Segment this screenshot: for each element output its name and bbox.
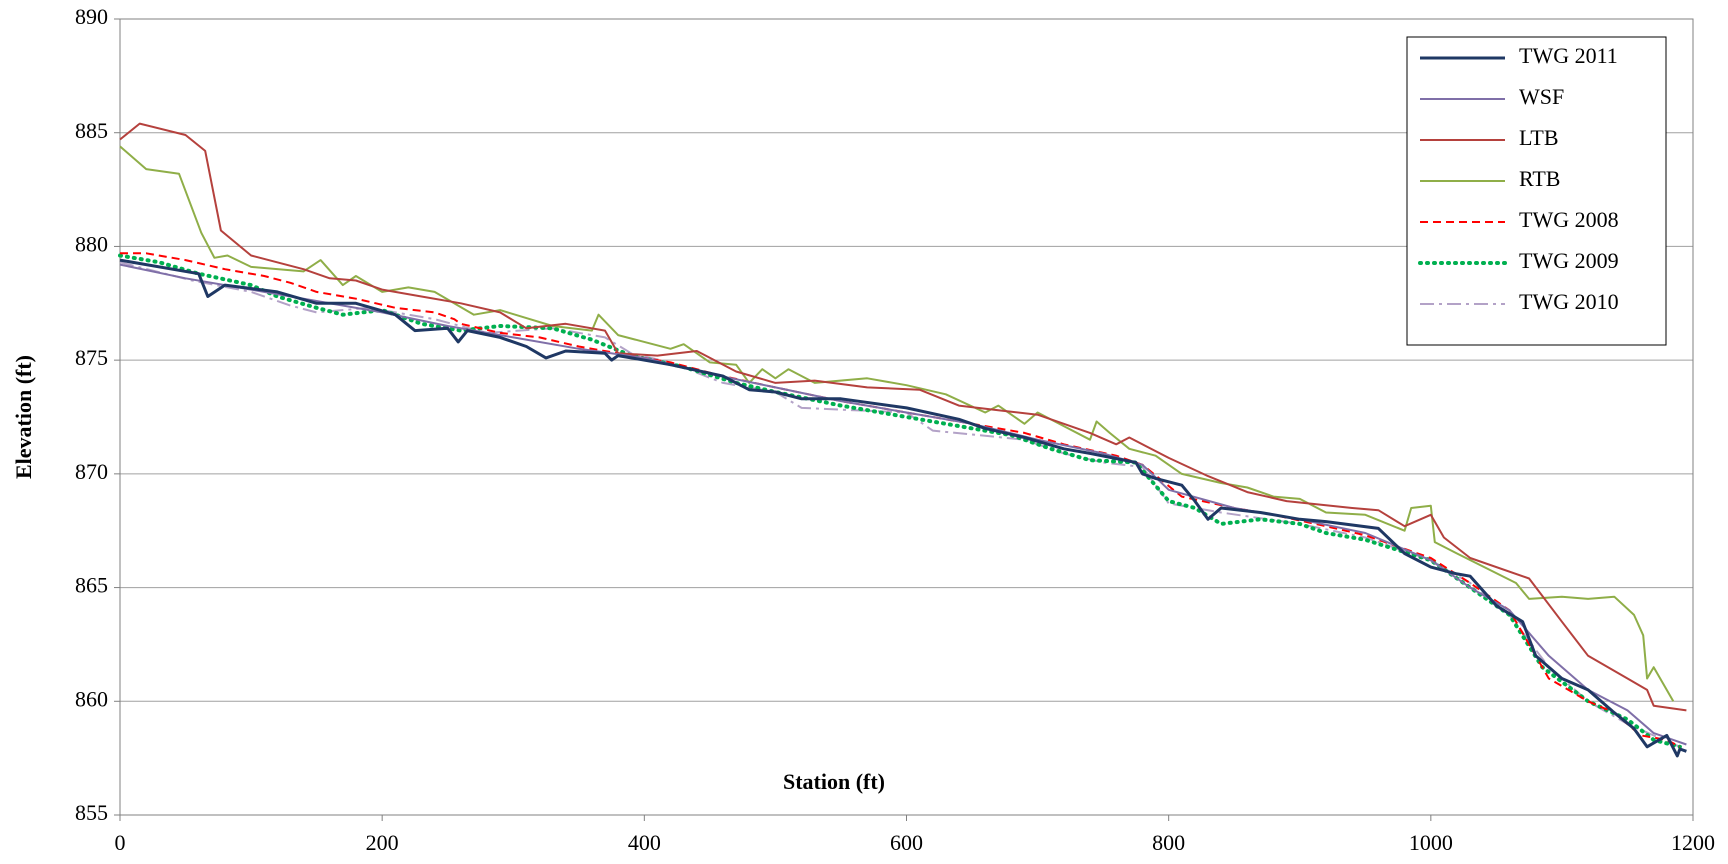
x-axis-title: Station (ft)	[783, 769, 885, 794]
y-axis-title: Elevation (ft)	[11, 355, 36, 479]
y-tick-label: 875	[75, 345, 108, 370]
legend-label: TWG 2008	[1519, 207, 1619, 232]
x-tick-label: 600	[890, 830, 923, 855]
x-tick-label: 1000	[1409, 830, 1453, 855]
series-line	[119, 263, 1687, 746]
legend: TWG 2011 WSF LTB RTB TWG 2008 TWG 2009 TWG 201…	[1406, 36, 1667, 346]
y-tick-label: 890	[75, 4, 108, 29]
x-tick-label: 400	[628, 830, 661, 855]
x-tick-label: 800	[1152, 830, 1185, 855]
series-line	[119, 145, 1675, 702]
y-tick-label: 870	[75, 459, 108, 484]
x-tick-label: 200	[366, 830, 399, 855]
y-tick-label: 880	[75, 231, 108, 256]
x-tick-label: 0	[115, 830, 126, 855]
legend-label: RTB	[1519, 166, 1560, 191]
legend-box	[1406, 36, 1667, 346]
y-tick-label: 865	[75, 573, 108, 598]
x-tick-label: 1200	[1671, 830, 1715, 855]
series-line	[119, 122, 1687, 712]
legend-label: TWG 2011	[1519, 43, 1618, 68]
legend-label: TWG 2009	[1519, 248, 1619, 273]
plot-frame	[119, 18, 1694, 816]
y-tick-label: 860	[75, 686, 108, 711]
legend-label: TWG 2010	[1519, 289, 1619, 314]
legend-label: WSF	[1519, 84, 1564, 109]
series-line	[119, 258, 1687, 758]
y-tick-label: 855	[75, 800, 108, 825]
y-tick-label: 885	[75, 118, 108, 143]
legend-label: LTB	[1519, 125, 1559, 150]
